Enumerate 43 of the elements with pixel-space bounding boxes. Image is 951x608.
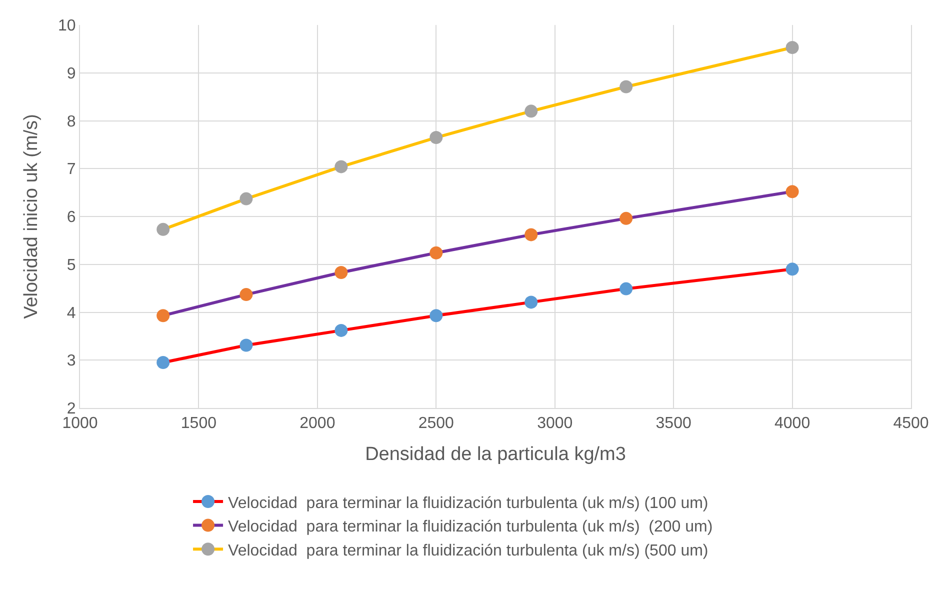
y-tick-label: 9 (66, 65, 76, 82)
point (430, 246, 443, 260)
x-tick-label: 2000 (300, 415, 336, 432)
point (620, 282, 633, 296)
point (156, 309, 170, 322)
x-tick-label: 4500 (893, 415, 929, 432)
y-tick-label: 5 (66, 256, 76, 274)
x-tick-label: 2500 (418, 415, 454, 432)
y-tick-label: 7 (66, 161, 76, 178)
point (786, 185, 799, 198)
y-tick-label: 4 (66, 304, 76, 322)
point (334, 266, 348, 280)
x-tick-label: 1500 (180, 415, 217, 432)
point (240, 192, 253, 206)
point (334, 160, 348, 174)
point (786, 262, 799, 276)
point (430, 309, 443, 322)
point (240, 338, 253, 352)
point (524, 104, 538, 118)
x-tick-label: 1000 (62, 415, 98, 432)
point (240, 288, 253, 302)
x-tick-label: 4000 (774, 415, 810, 432)
y-tick-label: 2 (66, 400, 76, 418)
legend-label: Velocidad para terminar la fluidización turbulenta (uk m/s) (500 um) (228, 542, 708, 560)
point (620, 212, 633, 225)
x-axis-title: Densidad de la particula kg/m3 (365, 444, 626, 465)
point (524, 296, 538, 309)
y-tick-label: 6 (66, 209, 76, 226)
point (620, 80, 633, 94)
x-tick-label: 3000 (537, 415, 573, 432)
point (156, 356, 170, 370)
point (430, 131, 443, 144)
y-tick-label: 8 (66, 113, 76, 130)
point (334, 324, 348, 337)
point (786, 41, 799, 54)
y-tick-label: 10 (58, 18, 76, 35)
point (524, 228, 538, 242)
x-tick-label: 3500 (656, 415, 692, 432)
y-axis-title: Velocidad inicio uk (m/s) (20, 114, 42, 319)
y-tick-label: 3 (66, 352, 76, 370)
legend-label: Velocidad para terminar la fluidización turbulenta (uk m/s) (100 um) (228, 494, 708, 512)
legend-label: Velocidad para terminar la fluidización turbulenta (uk m/s) (200 um) (228, 518, 713, 536)
point (156, 222, 170, 236)
